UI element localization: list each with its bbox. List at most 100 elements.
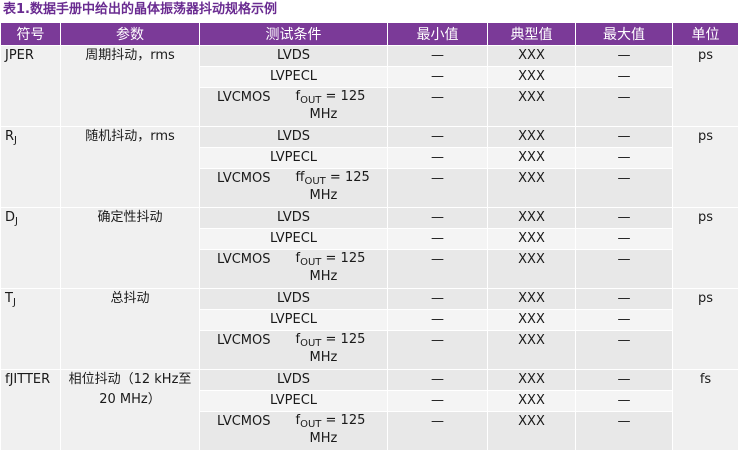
typ-value-cell: XXX [488,391,576,412]
header-unit: 单位 [673,23,738,46]
min-value-cell: — [388,331,488,370]
symbol-text: fJITTER [5,372,50,387]
min-value-cell: — [388,88,488,127]
max-value-cell: — [576,148,673,169]
typ-value-cell: XXX [488,127,576,148]
min-value-cell: — [388,148,488,169]
header-min: 最小值 [388,23,488,46]
parameter-cell: 确定性抖动 [61,208,200,289]
freq-value: = 125 [321,332,365,347]
max-value-cell: — [576,289,673,310]
condition-cell: LVDS [200,127,388,148]
unit-cell: ps [673,46,738,127]
typ-value-cell: XXX [488,412,576,451]
max-value-cell: — [576,310,673,331]
condition-cell: LVCMOS [200,250,288,289]
condition-cell: LVPECL [200,67,388,88]
symbol-subscript: J [15,216,18,227]
typ-value-cell: XXX [488,370,576,391]
parameter-cell: 总抖动 [61,289,200,370]
min-value-cell: — [388,289,488,310]
freq-unit: MHz [296,350,338,365]
freq-subscript: OUT [300,419,321,430]
parameter-cell: 随机抖动，rms [61,127,200,208]
condition-cell: LVCMOS [200,412,288,451]
symbol-text: R [5,129,14,144]
max-value-cell: — [576,88,673,127]
condition-cell: LVPECL [200,310,388,331]
symbol-text: T [5,291,13,306]
typ-value-cell: XXX [488,289,576,310]
freq-value: = 125 [326,170,370,185]
min-value-cell: — [388,169,488,208]
freq-value: = 125 [321,89,365,104]
condition-cell: LVPECL [200,148,388,169]
max-value-cell: — [576,46,673,67]
min-value-cell: — [388,391,488,412]
max-value-cell: — [576,370,673,391]
symbol-cell: TJ [1,289,61,370]
condition-cell: LVCMOS [200,331,288,370]
header-row: 符号 参数 测试条件 最小值 典型值 最大值 单位 [1,23,738,46]
freq-unit: MHz [296,269,338,284]
typ-value-cell: XXX [488,88,576,127]
table-caption: 表1.数据手册中给出的晶体振荡器抖动规格示例 [3,1,277,19]
freq-subscript: OUT [304,176,325,187]
freq-subscript: OUT [300,257,321,268]
symbol-text: JPER [5,48,34,63]
unit-cell: ps [673,208,738,289]
parameter-cell: 周期抖动，rms [61,46,200,127]
typ-value-cell: XXX [488,67,576,88]
min-value-cell: — [388,370,488,391]
typ-value-cell: XXX [488,310,576,331]
unit-cell: ps [673,289,738,370]
max-value-cell: — [576,127,673,148]
min-value-cell: — [388,229,488,250]
max-value-cell: — [576,331,673,370]
header-symbol: 符号 [1,23,61,46]
symbol-text: D [5,210,15,225]
min-value-cell: — [388,67,488,88]
max-value-cell: — [576,67,673,88]
min-value-cell: — [388,127,488,148]
typ-value-cell: XXX [488,331,576,370]
max-value-cell: — [576,208,673,229]
condition-cell: LVDS [200,208,388,229]
symbol-cell: RJ [1,127,61,208]
typ-value-cell: XXX [488,169,576,208]
min-value-cell: — [388,46,488,67]
max-value-cell: — [576,229,673,250]
header-parameter: 参数 [61,23,200,46]
max-value-cell: — [576,169,673,208]
symbol-cell: DJ [1,208,61,289]
min-value-cell: — [388,412,488,451]
freq-unit: MHz [296,107,338,122]
condition-cell: LVCMOS [200,88,288,127]
max-value-cell: — [576,391,673,412]
header-max: 最大值 [576,23,673,46]
freq-value: = 125 [321,251,365,266]
symbol-subscript: J [14,135,17,146]
condition-cell: LVPECL [200,391,388,412]
condition-cell: LVPECL [200,229,388,250]
freq-subscript: OUT [300,338,321,349]
parameter-cell: 相位抖动（12 kHz至 20 MHz） [61,370,200,451]
freq-unit: MHz [296,188,338,203]
typ-value-cell: XXX [488,46,576,67]
symbol-cell: fJITTER [1,370,61,451]
typ-value-cell: XXX [488,208,576,229]
freq-unit: MHz [296,431,338,446]
typ-value-cell: XXX [488,250,576,289]
freq-subscript: OUT [300,95,321,106]
unit-cell: ps [673,127,738,208]
